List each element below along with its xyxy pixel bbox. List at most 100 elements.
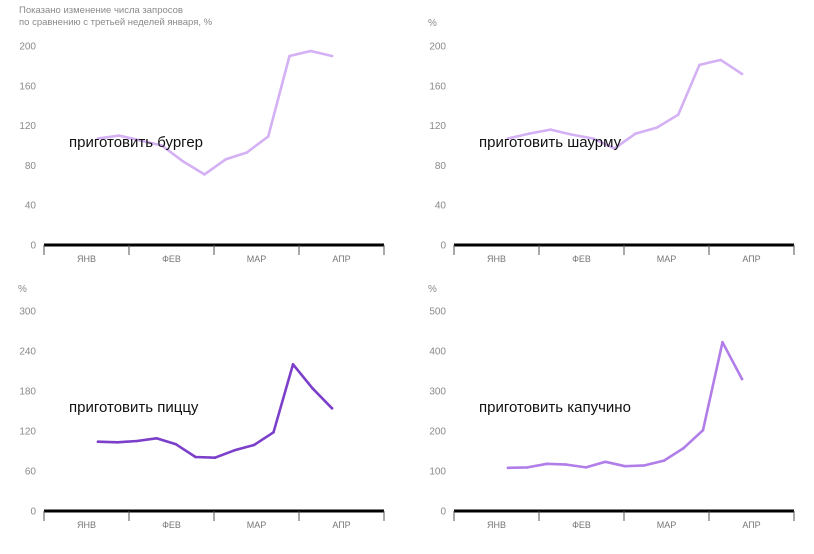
series-line bbox=[506, 58, 744, 150]
data-point bbox=[682, 446, 685, 450]
y-tick-label: 400 bbox=[429, 347, 446, 358]
data-point bbox=[155, 437, 158, 440]
y-tick-label: 160 bbox=[429, 81, 446, 92]
data-point bbox=[740, 72, 744, 76]
data-point bbox=[506, 466, 510, 470]
data-point bbox=[698, 63, 701, 67]
data-point bbox=[252, 443, 256, 447]
x-tick-label: ЯНВ bbox=[77, 254, 96, 264]
chart-note-line-2: по сравнению с третьей неделей января, % bbox=[19, 17, 213, 28]
data-point bbox=[570, 133, 574, 136]
data-point bbox=[740, 377, 744, 381]
y-tick-label: 0 bbox=[30, 507, 36, 518]
x-tick-label: МАР bbox=[247, 520, 267, 530]
y-unit-label: % bbox=[428, 284, 437, 295]
data-point bbox=[655, 126, 659, 129]
data-point bbox=[194, 455, 197, 459]
data-point bbox=[174, 443, 178, 446]
data-point bbox=[181, 160, 185, 163]
x-tick-label: МАР bbox=[657, 254, 677, 264]
data-point bbox=[224, 158, 227, 161]
series-label: приготовить бургер bbox=[69, 134, 203, 151]
y-tick-label: 300 bbox=[429, 387, 446, 398]
x-tick-label: МАР bbox=[247, 254, 267, 264]
x-tick-label: ЯНВ bbox=[487, 520, 506, 530]
data-point bbox=[330, 54, 334, 58]
data-point bbox=[613, 147, 616, 150]
data-point bbox=[330, 407, 334, 410]
y-tick-label: 200 bbox=[19, 42, 36, 53]
x-tick-label: АПР bbox=[332, 254, 350, 264]
data-point bbox=[721, 340, 724, 344]
data-point bbox=[701, 428, 705, 432]
data-point bbox=[506, 137, 510, 140]
y-tick-label: 40 bbox=[25, 201, 37, 212]
data-point bbox=[528, 132, 531, 135]
y-tick-label: 80 bbox=[25, 161, 37, 172]
y-unit-label: % bbox=[18, 284, 27, 295]
series-line bbox=[96, 49, 334, 176]
data-point bbox=[266, 135, 270, 138]
y-tick-label: 120 bbox=[429, 121, 446, 132]
data-point bbox=[526, 466, 529, 469]
x-tick-label: АПР bbox=[332, 520, 350, 530]
y-tick-label: 0 bbox=[440, 241, 446, 252]
y-tick-label: 120 bbox=[19, 427, 36, 438]
data-point bbox=[203, 173, 206, 176]
data-point bbox=[311, 387, 314, 390]
data-point bbox=[139, 139, 142, 142]
y-tick-label: 240 bbox=[19, 347, 36, 358]
data-point bbox=[288, 54, 291, 58]
data-point bbox=[662, 459, 666, 462]
data-point bbox=[565, 463, 568, 466]
y-tick-label: 500 bbox=[429, 307, 446, 318]
y-tick-label: 160 bbox=[19, 81, 36, 92]
x-tick-label: ФЕВ bbox=[162, 254, 181, 264]
x-tick-label: ФЕВ bbox=[572, 254, 591, 264]
x-tick-label: ФЕВ bbox=[162, 520, 181, 530]
chart-note-line-1: Показано изменение числа запросов bbox=[19, 5, 183, 16]
y-tick-label: 200 bbox=[429, 42, 446, 53]
data-point bbox=[676, 113, 680, 116]
y-tick-label: 80 bbox=[435, 161, 447, 172]
series-label: приготовить капучино bbox=[479, 399, 631, 416]
y-tick-label: 0 bbox=[30, 241, 36, 252]
data-point bbox=[591, 137, 595, 140]
y-tick-label: 0 bbox=[440, 507, 446, 518]
chart-note: Показано изменение числа запросов по сра… bbox=[19, 5, 212, 29]
data-point bbox=[233, 449, 236, 452]
data-point bbox=[213, 456, 217, 460]
data-point bbox=[634, 132, 637, 135]
y-tick-label: 60 bbox=[25, 467, 37, 478]
data-point bbox=[309, 49, 313, 53]
x-tick-label: АПР bbox=[742, 520, 760, 530]
y-unit-label: % bbox=[428, 18, 437, 29]
data-point bbox=[96, 440, 100, 444]
data-point bbox=[272, 431, 275, 434]
x-tick-label: АПР bbox=[742, 254, 760, 264]
y-tick-label: 200 bbox=[429, 427, 446, 438]
data-point bbox=[96, 137, 100, 140]
data-point bbox=[118, 134, 121, 137]
x-tick-label: ФЕВ bbox=[572, 520, 591, 530]
data-point bbox=[623, 464, 627, 468]
data-point bbox=[545, 462, 549, 466]
x-tick-label: МАР bbox=[657, 520, 677, 530]
y-tick-label: 300 bbox=[19, 307, 36, 318]
series-label: приготовить шаурму bbox=[479, 134, 622, 151]
y-tick-label: 120 bbox=[19, 121, 36, 132]
x-tick-label: ЯНВ bbox=[77, 520, 96, 530]
data-point bbox=[719, 58, 722, 62]
y-tick-label: 100 bbox=[429, 467, 446, 478]
data-point bbox=[584, 466, 588, 469]
data-point bbox=[549, 128, 552, 131]
data-point bbox=[291, 363, 295, 366]
series-label: приготовить пиццу bbox=[69, 399, 199, 416]
data-point bbox=[643, 464, 646, 467]
data-point bbox=[160, 144, 164, 147]
data-point bbox=[135, 439, 139, 443]
x-tick-label: ЯНВ bbox=[487, 254, 506, 264]
data-point bbox=[245, 151, 249, 154]
y-tick-label: 40 bbox=[435, 201, 447, 212]
